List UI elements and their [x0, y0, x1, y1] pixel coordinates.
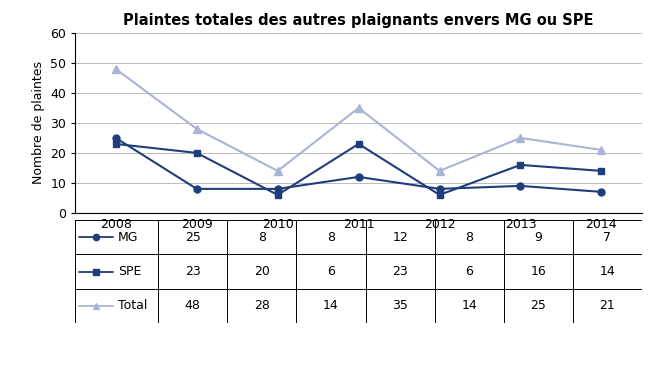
Text: 6: 6 [465, 265, 473, 278]
Text: 25: 25 [185, 231, 200, 244]
Text: 9: 9 [534, 231, 542, 244]
Text: SPE: SPE [118, 265, 141, 278]
Text: 12: 12 [392, 231, 408, 244]
Title: Plaintes totales des autres plaignants envers MG ou SPE: Plaintes totales des autres plaignants e… [123, 13, 594, 28]
Text: 23: 23 [392, 265, 408, 278]
Text: Total: Total [118, 299, 147, 312]
Text: MG: MG [118, 231, 139, 244]
Text: 21: 21 [599, 299, 615, 312]
Text: 23: 23 [185, 265, 200, 278]
Text: 25: 25 [531, 299, 546, 312]
Text: 6: 6 [327, 265, 335, 278]
Y-axis label: Nombre de plaintes: Nombre de plaintes [31, 61, 45, 185]
Text: 35: 35 [392, 299, 408, 312]
Text: 8: 8 [258, 231, 266, 244]
Text: 48: 48 [185, 299, 200, 312]
Text: 14: 14 [461, 299, 477, 312]
Text: 8: 8 [327, 231, 335, 244]
Text: 8: 8 [465, 231, 473, 244]
Text: 7: 7 [603, 231, 611, 244]
Text: 14: 14 [599, 265, 615, 278]
Text: 16: 16 [531, 265, 546, 278]
Text: 14: 14 [323, 299, 339, 312]
Text: 28: 28 [254, 299, 270, 312]
Text: 20: 20 [254, 265, 270, 278]
